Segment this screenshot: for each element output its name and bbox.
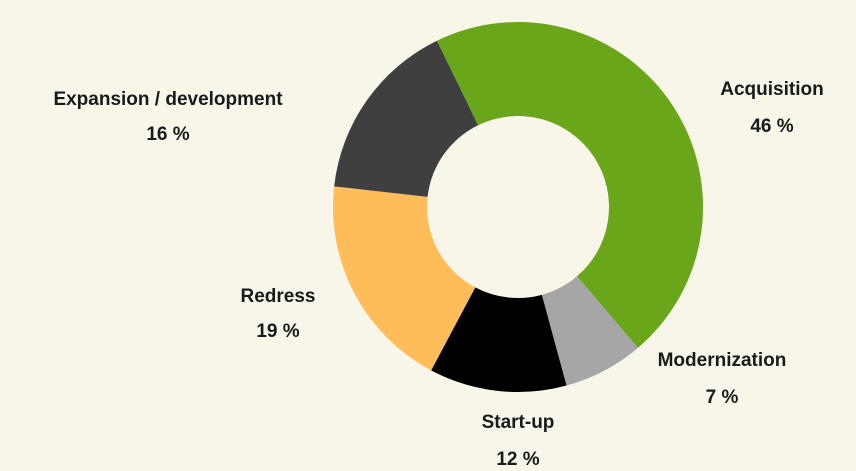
segment-value-label: 19 % xyxy=(256,321,299,342)
segment-value-label: 16 % xyxy=(146,124,189,145)
segment-label: Acquisition xyxy=(720,79,823,100)
segment-label: Expansion / development xyxy=(53,89,283,110)
segment-value-label: 46 % xyxy=(750,116,793,137)
segment-label: Modernization xyxy=(658,350,787,371)
donut-segment xyxy=(431,287,567,392)
segment-value-label: 12 % xyxy=(496,449,539,470)
donut-segment xyxy=(332,186,476,371)
segment-value-label: 7 % xyxy=(706,387,739,408)
segment-label: Start-up xyxy=(482,412,555,433)
donut-segment xyxy=(334,40,479,197)
donut-segment xyxy=(541,276,638,386)
donut-segment xyxy=(436,22,703,348)
segment-label: Redress xyxy=(241,286,316,307)
